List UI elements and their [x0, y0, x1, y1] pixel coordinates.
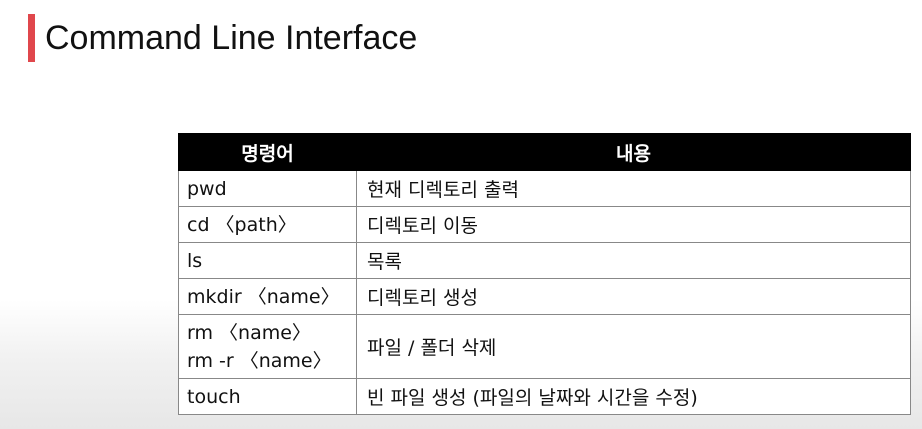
command-text: touch [187, 385, 241, 408]
table-row: rm 〈name〉 rm -r 〈name〉 파일 / 폴더 삭제 [178, 314, 911, 379]
description-text: 목록 [367, 251, 402, 273]
description-text: 파일 / 폴더 삭제 [367, 337, 497, 359]
title-accent-bar [28, 14, 35, 62]
command-cell: ls [178, 242, 357, 279]
description-text: 현재 디렉토리 출력 [367, 179, 519, 201]
table-row: cd 〈path〉 디렉토리 이동 [178, 206, 911, 243]
command-text: cd 〈path〉 [187, 213, 297, 236]
description-cell: 디렉토리 생성 [356, 278, 911, 315]
command-text: ls [187, 249, 203, 272]
command-cell: rm 〈name〉 rm -r 〈name〉 [178, 314, 357, 379]
table-row: pwd 현재 디렉토리 출력 [178, 170, 911, 207]
description-cell: 파일 / 폴더 삭제 [356, 314, 911, 379]
description-text: 빈 파일 생성 (파일의 날짜와 시간을 수정) [367, 387, 698, 409]
description-cell: 빈 파일 생성 (파일의 날짜와 시간을 수정) [356, 378, 911, 415]
command-text: rm 〈name〉 [187, 321, 311, 344]
description-text: 디렉토리 이동 [367, 215, 478, 237]
command-text: mkdir 〈name〉 [187, 285, 340, 308]
table-row: ls 목록 [178, 242, 911, 279]
table-row: touch 빈 파일 생성 (파일의 날짜와 시간을 수정) [178, 378, 911, 415]
table-header-row: 명령어 내용 [178, 133, 911, 171]
description-cell: 목록 [356, 242, 911, 279]
table-row: mkdir 〈name〉 디렉토리 생성 [178, 278, 911, 315]
command-text: pwd [187, 177, 227, 200]
command-cell: mkdir 〈name〉 [178, 278, 357, 315]
command-table: 명령어 내용 pwd 현재 디렉토리 출력 cd 〈path〉 디렉토리 이동 … [178, 133, 911, 415]
header-description: 내용 [356, 133, 911, 171]
description-cell: 디렉토리 이동 [356, 206, 911, 243]
page-title: Command Line Interface [45, 19, 418, 57]
command-cell: pwd [178, 170, 357, 207]
description-text: 디렉토리 생성 [367, 287, 478, 309]
command-text: rm -r 〈name〉 [187, 349, 332, 372]
command-cell: cd 〈path〉 [178, 206, 357, 243]
description-cell: 현재 디렉토리 출력 [356, 170, 911, 207]
command-cell: touch [178, 378, 357, 415]
header-command: 명령어 [178, 133, 357, 171]
